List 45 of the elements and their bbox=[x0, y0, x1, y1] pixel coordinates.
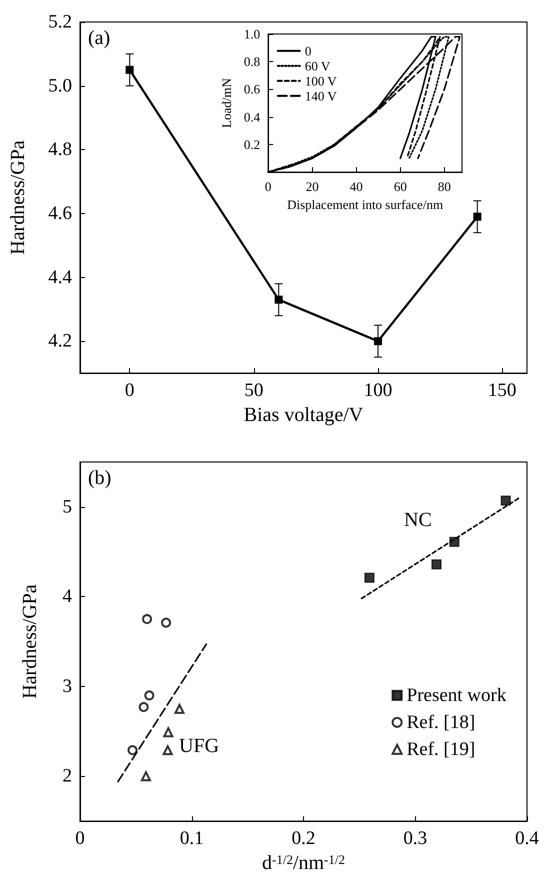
annotation: (b) bbox=[88, 467, 112, 489]
x-tick-label: 0.4 bbox=[515, 828, 540, 850]
legend-label: 140 V bbox=[304, 88, 338, 104]
y-tick-label: 4.8 bbox=[48, 139, 72, 160]
y-axis-title: Hardness/GPa bbox=[7, 140, 29, 255]
y-tick-label: 4.2 bbox=[48, 330, 72, 352]
x-tick-label: 0 bbox=[264, 179, 272, 194]
y-tick-label: 1.0 bbox=[244, 26, 260, 42]
annotation: UFG bbox=[179, 735, 220, 757]
x-tick-label: 0 bbox=[124, 380, 134, 402]
x-axis-title: Bias voltage/V bbox=[244, 404, 364, 426]
y-tick-label: 4 bbox=[62, 586, 72, 608]
y-tick-label: 0.8 bbox=[244, 54, 260, 70]
legend-label: Ref. [19] bbox=[406, 738, 476, 760]
x-tick-label: 50 bbox=[244, 380, 264, 402]
y-axis-title: Hardness/GPa bbox=[19, 584, 41, 699]
y-tick-label: 2 bbox=[62, 766, 72, 787]
x-tick-label: 100 bbox=[364, 380, 392, 402]
annotation: NC bbox=[404, 509, 432, 531]
x-tick-label: 0.3 bbox=[403, 828, 428, 850]
x-axis-title: Displacement into surface/nm bbox=[287, 197, 444, 212]
y-tick-label: 3 bbox=[62, 676, 72, 697]
y-axis-title: Load/mN bbox=[219, 78, 234, 128]
x-tick-label: 40 bbox=[350, 179, 363, 194]
y-tick-label: 0.4 bbox=[244, 109, 261, 124]
legend-label: Present work bbox=[406, 684, 507, 706]
legend-label: 0 bbox=[304, 43, 312, 58]
y-tick-label: 4.4 bbox=[48, 266, 72, 288]
x-tick-label: 0 bbox=[75, 828, 85, 850]
y-tick-label: 5.2 bbox=[48, 12, 72, 32]
y-tick-label: 5 bbox=[62, 496, 72, 518]
x-tick-label: 20 bbox=[306, 179, 319, 194]
y-tick-label: 5.0 bbox=[48, 75, 72, 96]
x-tick-label: 150 bbox=[488, 380, 516, 402]
annotation: (a) bbox=[88, 27, 110, 49]
legend-label: 60 V bbox=[304, 58, 331, 74]
y-tick-label: 0.6 bbox=[244, 82, 261, 97]
x-tick-label: 0.1 bbox=[180, 828, 204, 850]
x-tick-label: 80 bbox=[438, 179, 451, 194]
x-tick-label: 0.2 bbox=[292, 828, 316, 850]
y-tick-label: 4.6 bbox=[48, 203, 72, 224]
legend-label: 100 V bbox=[304, 73, 338, 88]
x-tick-label: 60 bbox=[394, 179, 407, 194]
legend-label: Ref. [18] bbox=[406, 712, 476, 733]
y-tick-label: 0.2 bbox=[244, 136, 260, 152]
